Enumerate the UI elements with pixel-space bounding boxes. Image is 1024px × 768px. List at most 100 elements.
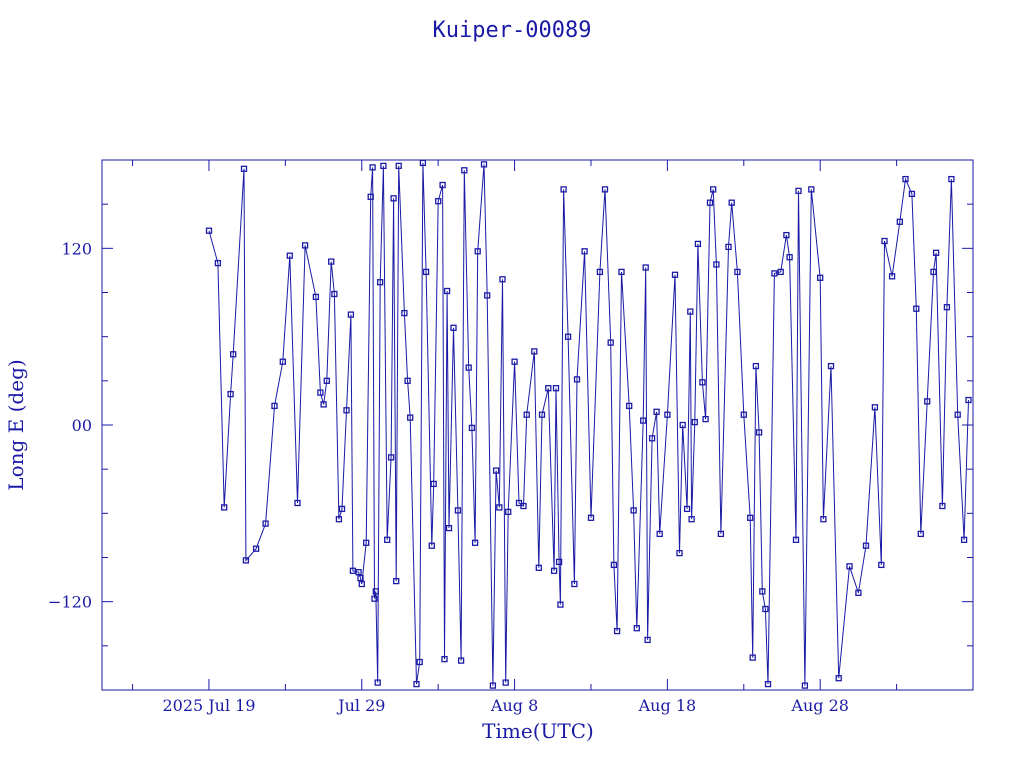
data-point [279,358,286,365]
data-point [691,418,698,426]
data-point [443,287,451,295]
data-point [240,165,248,172]
data-point [205,227,213,234]
data-point [871,404,879,411]
y-tick-label: 120 [61,239,92,258]
data-point [499,276,506,283]
data-point [372,588,379,595]
data-point [480,161,488,168]
data-point [294,499,301,507]
data-point [801,682,809,689]
data-point [312,293,320,301]
data-point [642,264,649,271]
data-point [771,270,778,277]
data-point [552,385,560,392]
data-point [855,589,862,596]
data-point [777,268,784,276]
data-point [740,411,747,418]
data-point [702,415,709,423]
data-point [587,514,595,521]
data-point [502,679,509,686]
data-point [349,567,357,574]
data-point [355,569,362,576]
data-point [214,259,222,267]
data-point [363,539,370,546]
data-point [550,567,558,574]
data-point [618,268,625,276]
data-point [664,411,671,418]
data-point [581,248,588,255]
data-point [764,680,772,688]
data-point [571,580,578,588]
data-point [640,417,647,424]
data-point [520,502,527,510]
x-tick-label: Aug 8 [490,696,538,715]
data-point [422,268,430,276]
x-tick-label: 2025 Jul 19 [162,696,255,715]
data-point [230,351,237,358]
data-point [607,339,614,346]
data-point [808,186,815,193]
data-point [395,162,402,170]
data-point [335,516,343,523]
data-point [404,377,411,384]
data-point [271,402,278,410]
data-point [407,414,414,421]
data-point [371,595,378,602]
data-point [939,502,946,510]
data-point [523,411,530,418]
data-point [694,240,702,248]
data-point [457,657,465,664]
axis-ticks: 2025 Jul 19 Jul 29 Aug 8 Aug 18 Aug 28 120 00 −… [48,160,973,715]
data-point [430,480,437,488]
data-point [759,588,766,595]
data-point [439,181,446,189]
data-point [827,362,835,370]
y-axis-label: Long E (deg) [4,359,28,490]
data-point [762,605,769,613]
data-point [384,536,391,543]
data-point [648,435,656,442]
data-point [749,654,756,661]
data-point [380,162,387,170]
data-point [323,377,330,384]
y-tick-label: 00 [72,416,92,435]
data-point [573,376,581,383]
data-point [538,411,546,418]
data-point [416,658,423,666]
data-point [596,268,604,276]
data-point [557,601,564,608]
data-point [902,175,909,183]
data-point [888,273,896,280]
x-axis-label: Time(UTC) [482,719,594,743]
data-point [445,524,453,532]
data-point [560,186,567,193]
data-point [725,243,732,251]
data-point [846,563,853,570]
data-point [227,390,234,398]
data-point [471,539,479,546]
data-point [706,199,714,206]
data-point [545,385,552,392]
data-point [601,186,609,193]
data-point [242,557,250,564]
data-point [932,249,940,256]
data-point [428,542,435,549]
data-point [331,290,338,298]
data-point [965,396,972,404]
x-tick-label: Jul 29 [336,696,385,715]
data-point [338,505,346,513]
data-point [943,304,951,311]
data-point [286,252,293,259]
data-point [752,362,760,370]
data-point [954,411,961,418]
data-point [630,507,637,514]
data-point [454,507,462,514]
data-point [387,454,395,461]
data-point [626,402,633,410]
data-point [435,198,442,205]
plot-frame [101,159,974,691]
data-point [390,195,397,202]
data-point [795,187,802,195]
